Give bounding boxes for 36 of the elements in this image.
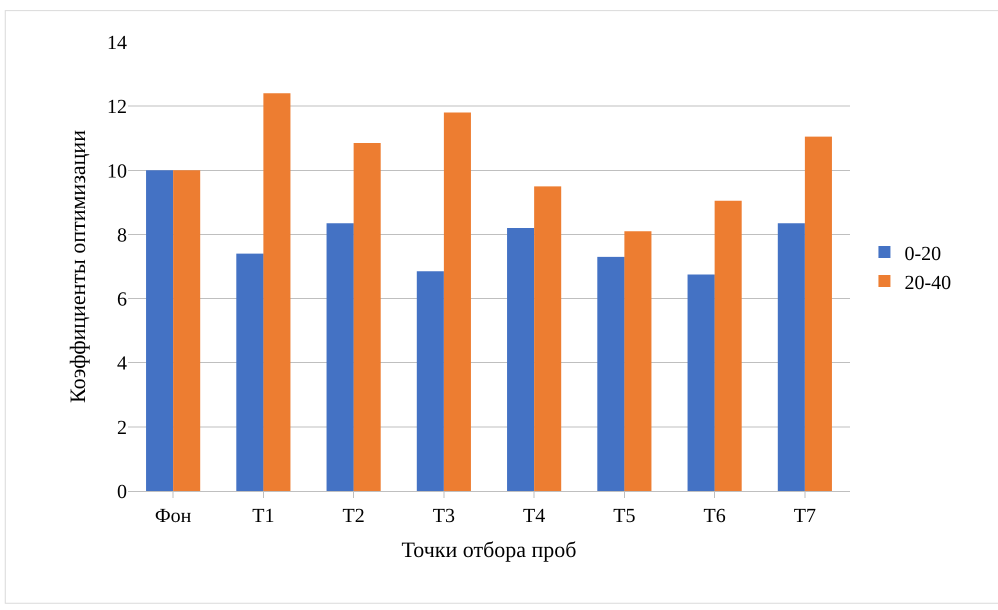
y-tick-label: 12 xyxy=(107,96,127,118)
bar xyxy=(804,136,832,491)
legend-label: 20-40 xyxy=(904,272,952,294)
bar xyxy=(714,200,742,491)
y-tick-label: 2 xyxy=(117,416,127,439)
y-tick-label: 6 xyxy=(117,288,127,311)
x-tick-label: Фон xyxy=(154,505,192,527)
bar xyxy=(326,223,354,491)
bar xyxy=(444,112,471,491)
x-axis-title: Точки отбора проб xyxy=(402,536,576,562)
y-tick-label: 0 xyxy=(117,481,127,503)
y-tick-label: 8 xyxy=(117,224,127,246)
bar xyxy=(534,186,562,491)
x-tick-label: T4 xyxy=(523,505,546,527)
bar xyxy=(173,170,200,491)
y-tick-label: 10 xyxy=(107,160,127,182)
bar xyxy=(597,256,624,491)
bar xyxy=(354,143,381,491)
x-tick-label: T3 xyxy=(432,505,455,527)
x-tick-label: T6 xyxy=(704,505,726,527)
bar xyxy=(416,271,444,491)
x-tick-label: T1 xyxy=(252,505,274,527)
legend-label: 0-20 xyxy=(904,242,942,265)
x-tick-label: T2 xyxy=(342,505,365,527)
bar xyxy=(236,254,264,491)
y-axis-title: Коэффициенты оптимизации xyxy=(64,130,90,403)
bar xyxy=(624,231,652,491)
y-tick-label: 14 xyxy=(107,32,127,54)
x-tick-label: T5 xyxy=(613,505,636,527)
bar xyxy=(507,228,534,491)
bar xyxy=(688,274,715,491)
x-tick-label: T7 xyxy=(794,505,816,527)
bar xyxy=(263,93,290,491)
bar xyxy=(778,223,805,491)
bar xyxy=(146,170,174,491)
y-tick-label: 4 xyxy=(117,352,127,375)
